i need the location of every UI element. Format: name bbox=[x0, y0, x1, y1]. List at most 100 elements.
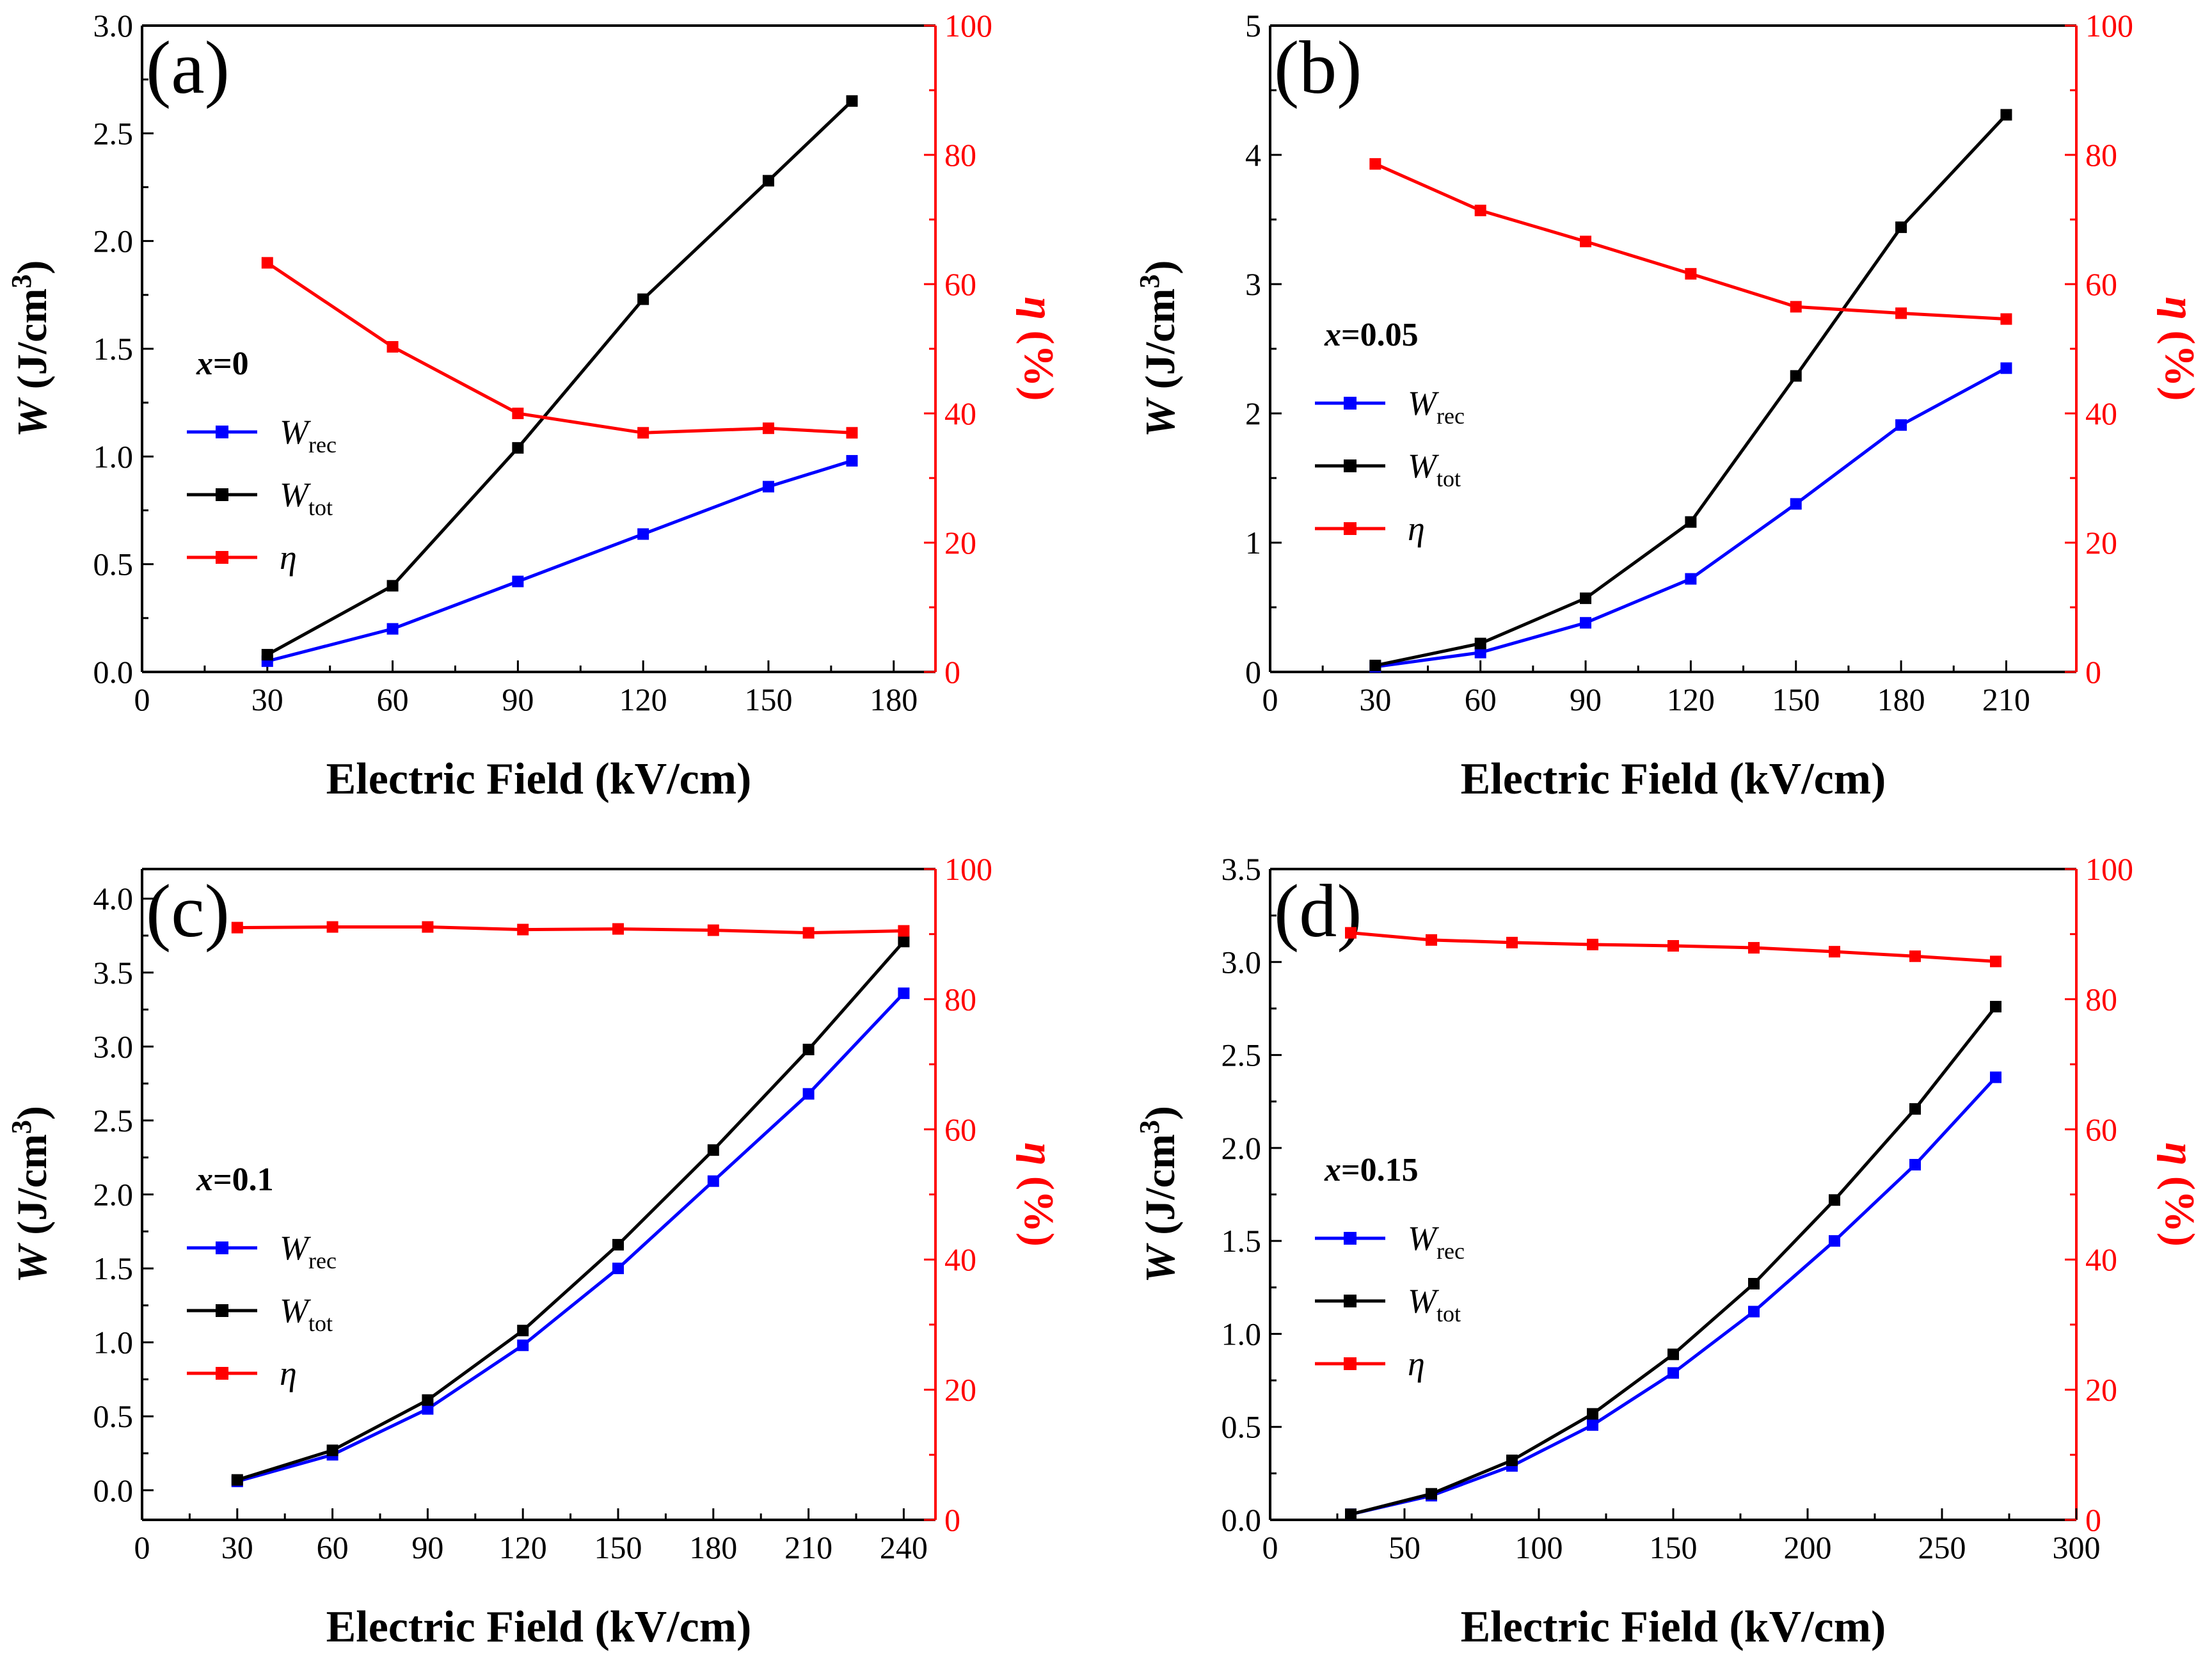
data-point bbox=[1587, 1419, 1598, 1431]
composition-annotation: x=0.15 bbox=[1324, 1152, 1419, 1188]
data-point bbox=[1667, 1367, 1679, 1379]
data-point bbox=[762, 422, 774, 435]
y-tick-label: 2.5 bbox=[93, 1103, 134, 1138]
data-point bbox=[1790, 498, 1802, 510]
x-tick-label: 210 bbox=[784, 1529, 832, 1565]
legend-marker bbox=[1344, 459, 1357, 472]
data-point bbox=[762, 175, 774, 187]
data-point bbox=[1909, 1103, 1921, 1115]
series-line-rec bbox=[237, 992, 905, 1483]
data-point bbox=[512, 408, 524, 419]
x-tick-label: 90 bbox=[411, 1529, 443, 1565]
data-point bbox=[707, 924, 719, 936]
x-tick-label: 180 bbox=[1877, 682, 1925, 717]
x-tick-label: 150 bbox=[594, 1529, 642, 1565]
x-tick-label: 0 bbox=[1262, 1529, 1278, 1565]
y-tick-label: 0 bbox=[1245, 654, 1261, 690]
chart-panel-a: 0 30 60 90 120 150 180 0.0 0.5 1.0 1.5 2.0 2.5 3.0 0 20… bbox=[6, 8, 1062, 804]
data-point bbox=[1990, 1071, 2001, 1083]
y-axis-label: W (J/cm3) bbox=[1134, 1106, 1184, 1283]
x-tick-label: 120 bbox=[499, 1529, 547, 1565]
data-point bbox=[1990, 955, 2001, 968]
data-point bbox=[1474, 204, 1486, 216]
data-point bbox=[898, 925, 910, 937]
y2-axis-label: η (%) bbox=[1015, 297, 1062, 401]
chart-panel-b: 0 30 60 90 120 150 180 210 0 1 2 3 4 5 0 20 40 60 80 100 Ele… bbox=[1134, 8, 2203, 804]
y2-tick-label: 100 bbox=[944, 851, 992, 887]
data-point bbox=[1580, 235, 1592, 248]
data-point bbox=[1790, 301, 1802, 313]
series-line-tot bbox=[237, 940, 905, 1481]
y-axis-label: W (J/cm3) bbox=[6, 1106, 56, 1283]
data-point bbox=[846, 455, 858, 467]
x-tick-label: 0 bbox=[1262, 682, 1278, 717]
data-point bbox=[261, 649, 273, 661]
data-point bbox=[261, 257, 273, 269]
data-point bbox=[1426, 1488, 1437, 1500]
legend-label: Wrec bbox=[1408, 384, 1465, 429]
data-point bbox=[386, 623, 399, 635]
y-tick-label: 0.5 bbox=[93, 1398, 134, 1434]
data-point bbox=[637, 528, 649, 540]
data-point bbox=[326, 1444, 338, 1457]
x-tick-label: 60 bbox=[1465, 682, 1497, 717]
data-point bbox=[1345, 927, 1357, 939]
y-tick-label: 0.5 bbox=[1221, 1409, 1262, 1445]
y-tick-label: 0.0 bbox=[93, 654, 134, 690]
data-point bbox=[1748, 1305, 1760, 1318]
legend-marker bbox=[216, 488, 228, 501]
legend-label: η bbox=[280, 538, 297, 577]
y2-tick-label: 60 bbox=[2085, 1112, 2117, 1147]
data-point bbox=[2000, 313, 2012, 325]
legend-label: Wtot bbox=[280, 475, 333, 520]
data-point bbox=[517, 1325, 529, 1337]
data-point bbox=[898, 987, 910, 1000]
x-tick-label: 120 bbox=[1667, 682, 1715, 717]
y-tick-label: 3.5 bbox=[1221, 851, 1262, 887]
y2-tick-label: 60 bbox=[2085, 266, 2117, 302]
data-point bbox=[1580, 592, 1592, 604]
data-point bbox=[512, 442, 524, 454]
x-axis-label: Electric Field (kV/cm) bbox=[1461, 1602, 1886, 1652]
data-point bbox=[1667, 1348, 1679, 1361]
y-tick-label: 1 bbox=[1245, 525, 1261, 561]
y2-tick-label: 40 bbox=[944, 1241, 976, 1277]
data-point bbox=[2000, 362, 2012, 374]
y2-axis-label: η (%) bbox=[2156, 1142, 2203, 1247]
legend-label: Wrec bbox=[1408, 1219, 1465, 1264]
legend-label: η bbox=[1408, 509, 1425, 548]
legend-marker bbox=[216, 426, 228, 438]
y2-axis-label: η (%) bbox=[1015, 1142, 1062, 1247]
legend-marker bbox=[216, 551, 228, 564]
data-point bbox=[1895, 307, 1907, 319]
data-point bbox=[612, 1263, 624, 1275]
data-point bbox=[1587, 1408, 1598, 1420]
y2-tick-label: 20 bbox=[2085, 1372, 2117, 1408]
y-tick-label: 1.0 bbox=[93, 438, 134, 474]
data-point bbox=[1909, 950, 1921, 962]
y2-tick-label: 0 bbox=[944, 1502, 960, 1538]
x-tick-label: 90 bbox=[1570, 682, 1602, 717]
panel-label: (a) bbox=[146, 26, 230, 109]
x-tick-label: 250 bbox=[1918, 1529, 1966, 1565]
panel-label: (b) bbox=[1274, 26, 1362, 109]
y2-tick-label: 80 bbox=[2085, 137, 2117, 173]
data-point bbox=[1580, 617, 1592, 629]
x-tick-label: 30 bbox=[251, 682, 283, 717]
data-point bbox=[1369, 659, 1381, 671]
data-point bbox=[637, 427, 649, 439]
legend-label: η bbox=[280, 1354, 297, 1393]
y2-tick-label: 40 bbox=[2085, 395, 2117, 431]
y2-tick-label: 100 bbox=[944, 8, 992, 44]
data-point bbox=[1685, 573, 1697, 585]
legend-label: Wtot bbox=[1408, 447, 1461, 491]
y-tick-label: 4 bbox=[1245, 137, 1261, 173]
legend-marker bbox=[1344, 1357, 1357, 1370]
legend-marker bbox=[216, 1304, 228, 1317]
y-tick-label: 1.0 bbox=[1221, 1316, 1262, 1352]
data-point bbox=[386, 580, 399, 592]
y-tick-label: 0.5 bbox=[93, 547, 134, 582]
data-point bbox=[517, 923, 529, 936]
y-tick-label: 3.0 bbox=[93, 8, 134, 44]
